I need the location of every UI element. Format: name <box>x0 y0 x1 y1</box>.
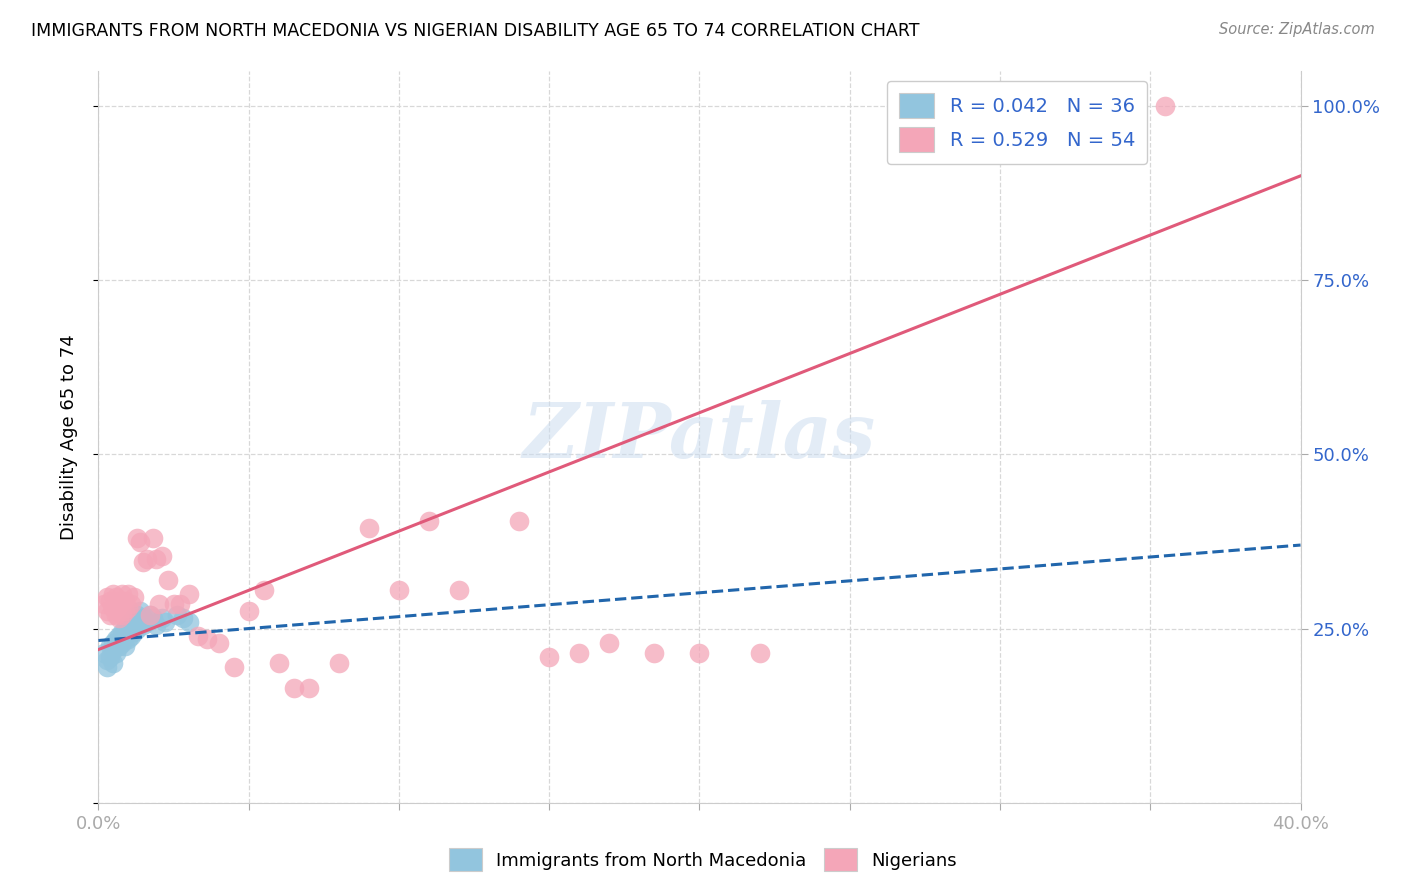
Point <box>208 635 231 649</box>
Point <box>103 635 125 649</box>
Point <box>598 635 620 649</box>
Point <box>388 583 411 598</box>
Point <box>138 607 160 622</box>
Point <box>117 632 139 646</box>
Point <box>105 591 128 605</box>
Point <box>124 625 146 640</box>
Point <box>96 653 118 667</box>
Point <box>103 587 125 601</box>
Point <box>103 642 125 657</box>
Point <box>103 600 125 615</box>
Point <box>538 649 561 664</box>
Point <box>100 594 122 608</box>
Point <box>114 594 136 608</box>
Point <box>111 587 134 601</box>
Point <box>145 552 167 566</box>
Point <box>114 622 136 636</box>
Point <box>156 573 179 587</box>
Point <box>108 639 131 653</box>
Point <box>105 607 128 622</box>
Point <box>117 618 139 632</box>
Point <box>177 615 200 629</box>
Point <box>166 607 188 622</box>
Point <box>508 514 530 528</box>
Point <box>100 607 122 622</box>
Point <box>568 646 591 660</box>
Point <box>121 597 143 611</box>
Point <box>748 646 770 660</box>
Point <box>100 639 122 653</box>
Point <box>132 556 155 570</box>
Point <box>114 604 136 618</box>
Point <box>132 618 155 632</box>
Point <box>111 607 134 622</box>
Point <box>111 635 134 649</box>
Legend: Immigrants from North Macedonia, Nigerians: Immigrants from North Macedonia, Nigeria… <box>441 841 965 879</box>
Point <box>153 615 176 629</box>
Point <box>328 657 350 671</box>
Legend: R = 0.042   N = 36, R = 0.529   N = 54: R = 0.042 N = 36, R = 0.529 N = 54 <box>887 81 1146 164</box>
Point <box>132 611 155 625</box>
Y-axis label: Disability Age 65 to 74: Disability Age 65 to 74 <box>59 334 77 540</box>
Point <box>108 629 131 643</box>
Point <box>169 597 191 611</box>
Point <box>96 604 118 618</box>
Point <box>643 646 665 660</box>
Point <box>1154 99 1177 113</box>
Point <box>96 591 118 605</box>
Point <box>108 594 131 608</box>
Point <box>162 597 184 611</box>
Point <box>103 657 125 671</box>
Point <box>105 646 128 660</box>
Point <box>117 600 139 615</box>
Point <box>195 632 218 646</box>
Point <box>108 611 131 625</box>
Point <box>135 615 157 629</box>
Text: ZIPatlas: ZIPatlas <box>523 401 876 474</box>
Point <box>298 681 321 695</box>
Text: Source: ZipAtlas.com: Source: ZipAtlas.com <box>1219 22 1375 37</box>
Point <box>187 629 209 643</box>
Point <box>117 587 139 601</box>
Text: IMMIGRANTS FROM NORTH MACEDONIA VS NIGERIAN DISABILITY AGE 65 TO 74 CORRELATION : IMMIGRANTS FROM NORTH MACEDONIA VS NIGER… <box>31 22 920 40</box>
Point <box>138 607 160 622</box>
Point <box>172 611 194 625</box>
Point <box>114 639 136 653</box>
Point <box>253 583 276 598</box>
Point <box>689 646 711 660</box>
Point <box>238 604 260 618</box>
Point <box>121 615 143 629</box>
Point <box>100 649 122 664</box>
Point <box>145 618 167 632</box>
Point <box>418 514 440 528</box>
Point <box>135 552 157 566</box>
Point <box>357 521 380 535</box>
Point <box>177 587 200 601</box>
Point <box>105 632 128 646</box>
Point <box>124 591 146 605</box>
Point <box>93 597 115 611</box>
Point <box>93 646 115 660</box>
Point <box>447 583 470 598</box>
Point <box>150 611 173 625</box>
Point <box>267 657 290 671</box>
Point <box>124 611 146 625</box>
Point <box>121 629 143 643</box>
Point <box>127 531 149 545</box>
Point <box>141 611 163 625</box>
Point <box>222 660 245 674</box>
Point <box>283 681 305 695</box>
Point <box>127 607 149 622</box>
Point <box>96 660 118 674</box>
Point <box>148 597 170 611</box>
Point <box>129 534 152 549</box>
Point <box>127 622 149 636</box>
Point <box>129 604 152 618</box>
Point <box>111 625 134 640</box>
Point <box>141 531 163 545</box>
Point <box>150 549 173 563</box>
